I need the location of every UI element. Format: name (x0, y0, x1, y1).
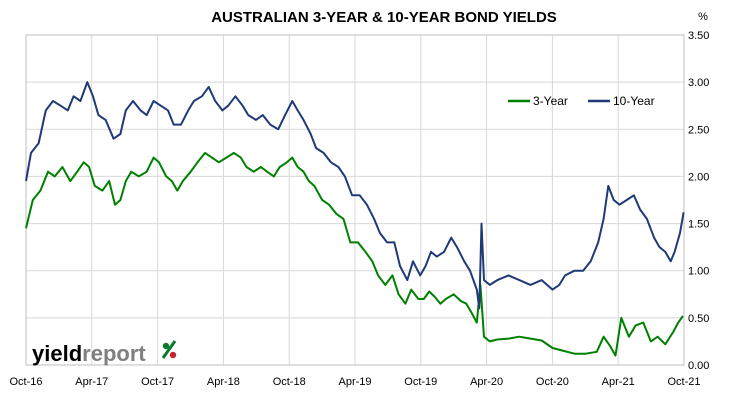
x-tick-label: Oct-18 (273, 376, 306, 388)
logo-text-yield: yield (32, 341, 82, 366)
x-tick-label: Apr-21 (602, 376, 635, 388)
gridlines (25, 34, 685, 366)
series-line-10-year (25, 81, 685, 310)
x-tick-label: Oct-20 (536, 376, 569, 388)
plot-frame (25, 34, 685, 366)
y-tick-label: 3.00 (688, 77, 709, 89)
x-tick-label: Oct-21 (667, 376, 700, 388)
legend: 3-Year 10-Year (508, 94, 655, 108)
x-tick-label: Oct-19 (404, 376, 437, 388)
logo-text-report: report (82, 341, 146, 366)
y-tick-label: 2.50 (688, 124, 709, 136)
x-tick-label: Apr-18 (207, 376, 240, 388)
x-tick-label: Apr-19 (338, 376, 371, 388)
chart-title: AUSTRALIAN 3-YEAR & 10-YEAR BOND YIELDS (211, 9, 557, 26)
series-lines (25, 81, 685, 357)
y-tick-label: 2.00 (688, 171, 709, 183)
yieldreport-logo: yieldreport (32, 340, 177, 366)
y-tick-label: 3.50 (688, 30, 709, 42)
svg-text:yieldreport: yieldreport (32, 341, 146, 366)
y-tick-label: 0.50 (688, 313, 709, 325)
x-tick-label: Apr-17 (75, 376, 108, 388)
x-tick-label: Oct-17 (141, 376, 174, 388)
y-tick-label: 0.00 (688, 360, 709, 372)
y-axis-unit: % (698, 11, 708, 23)
y-tick-label: 1.00 (688, 266, 709, 278)
axes: 0.00 0.50 1.00 1.50 2.00 2.50 3.00 3.50 Oct-16 Ap… (9, 30, 709, 388)
y-tick-label: 1.50 (688, 219, 709, 231)
x-tick-label: Apr-20 (470, 376, 503, 388)
x-tick-label: Oct-16 (9, 376, 42, 388)
logo-percent-icon (161, 340, 177, 359)
legend-label: 10-Year (613, 94, 655, 108)
series-line-3-year (25, 151, 684, 357)
legend-label: 3-Year (533, 94, 568, 108)
